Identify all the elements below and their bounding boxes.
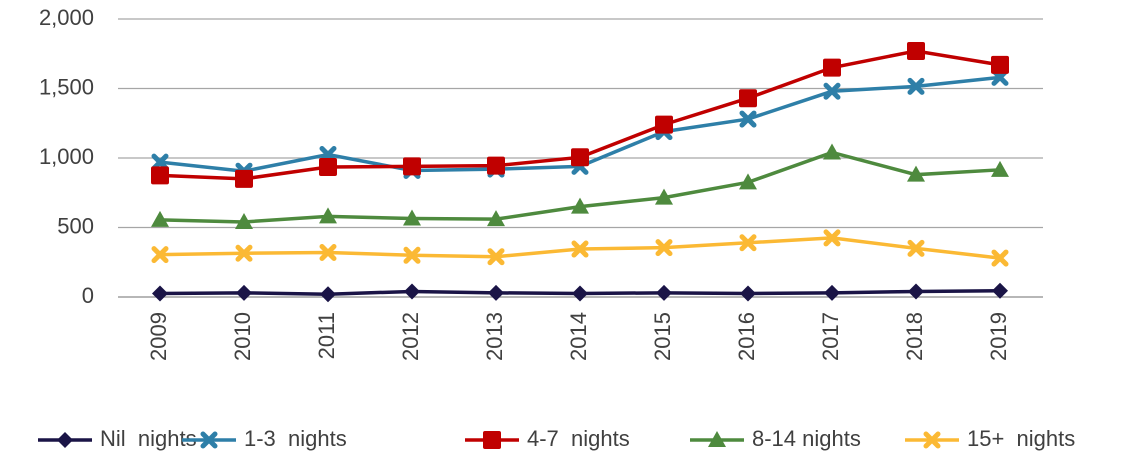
point-marker (572, 285, 588, 302)
point-marker (908, 283, 924, 300)
point-marker (740, 285, 756, 302)
x-tick-label: 2017 (818, 312, 843, 361)
x-tick-label: 2019 (986, 312, 1011, 361)
point-marker (151, 210, 169, 227)
point-marker (320, 286, 336, 303)
point-marker (823, 229, 841, 247)
point-marker (907, 239, 925, 257)
x-tick-label: 2014 (566, 312, 591, 361)
point-marker (236, 284, 252, 301)
point-marker (907, 41, 925, 60)
point-marker (991, 55, 1009, 74)
x-tick-label: 2012 (398, 312, 423, 361)
x-tick-label: 2009 (146, 312, 171, 361)
y-tick-label: 500 (57, 213, 94, 238)
point-marker (319, 207, 337, 224)
point-marker (739, 110, 757, 128)
point-marker (235, 244, 253, 262)
point-marker (907, 165, 925, 182)
point-marker (235, 169, 253, 188)
point-marker (739, 234, 757, 252)
point-marker (151, 166, 169, 185)
point-marker (487, 210, 505, 227)
point-marker (991, 249, 1009, 267)
point-marker (404, 283, 420, 300)
legend-label: 15+ nights (967, 426, 1075, 451)
x-tick-label: 2015 (650, 312, 675, 361)
legend-label: 8-14 nights (752, 426, 861, 451)
point-marker (824, 284, 840, 301)
point-marker (571, 240, 589, 258)
point-marker (487, 248, 505, 266)
point-marker (151, 153, 169, 171)
point-marker (655, 188, 673, 205)
y-tick-label: 1,000 (39, 144, 94, 169)
point-marker (487, 156, 505, 175)
x-tick-label: 2013 (482, 312, 507, 361)
legend-label: Nil nights (100, 426, 197, 451)
point-marker (571, 197, 589, 214)
point-marker (823, 143, 841, 160)
legend-marker (923, 431, 941, 449)
point-marker (739, 173, 757, 190)
point-marker (571, 148, 589, 167)
point-marker (403, 246, 421, 264)
point-marker (991, 160, 1009, 177)
x-tick-label: 2016 (734, 312, 759, 361)
point-marker (823, 58, 841, 77)
legend-marker (483, 431, 501, 449)
y-tick-label: 0 (82, 283, 94, 308)
legend-marker (57, 432, 73, 448)
point-marker (403, 209, 421, 226)
point-marker (319, 244, 337, 262)
point-marker (656, 284, 672, 301)
point-marker (151, 246, 169, 264)
legend-label: 4-7 nights (527, 426, 630, 451)
point-marker (235, 212, 253, 229)
point-marker (739, 89, 757, 108)
legend-label: 1-3 nights (244, 426, 347, 451)
x-tick-label: 2011 (314, 312, 339, 359)
point-marker (319, 158, 337, 177)
y-tick-label: 1,500 (39, 74, 94, 99)
point-marker (152, 285, 168, 302)
legend-marker (200, 431, 218, 449)
point-marker (992, 282, 1008, 299)
x-tick-label: 2018 (902, 312, 927, 361)
point-marker (823, 82, 841, 100)
y-tick-label: 2,000 (39, 5, 94, 30)
legend-marker (708, 431, 726, 447)
point-marker (655, 239, 673, 257)
point-marker (403, 157, 421, 176)
point-marker (488, 284, 504, 301)
point-marker (655, 115, 673, 134)
point-marker (907, 77, 925, 95)
x-tick-label: 2010 (230, 312, 255, 361)
